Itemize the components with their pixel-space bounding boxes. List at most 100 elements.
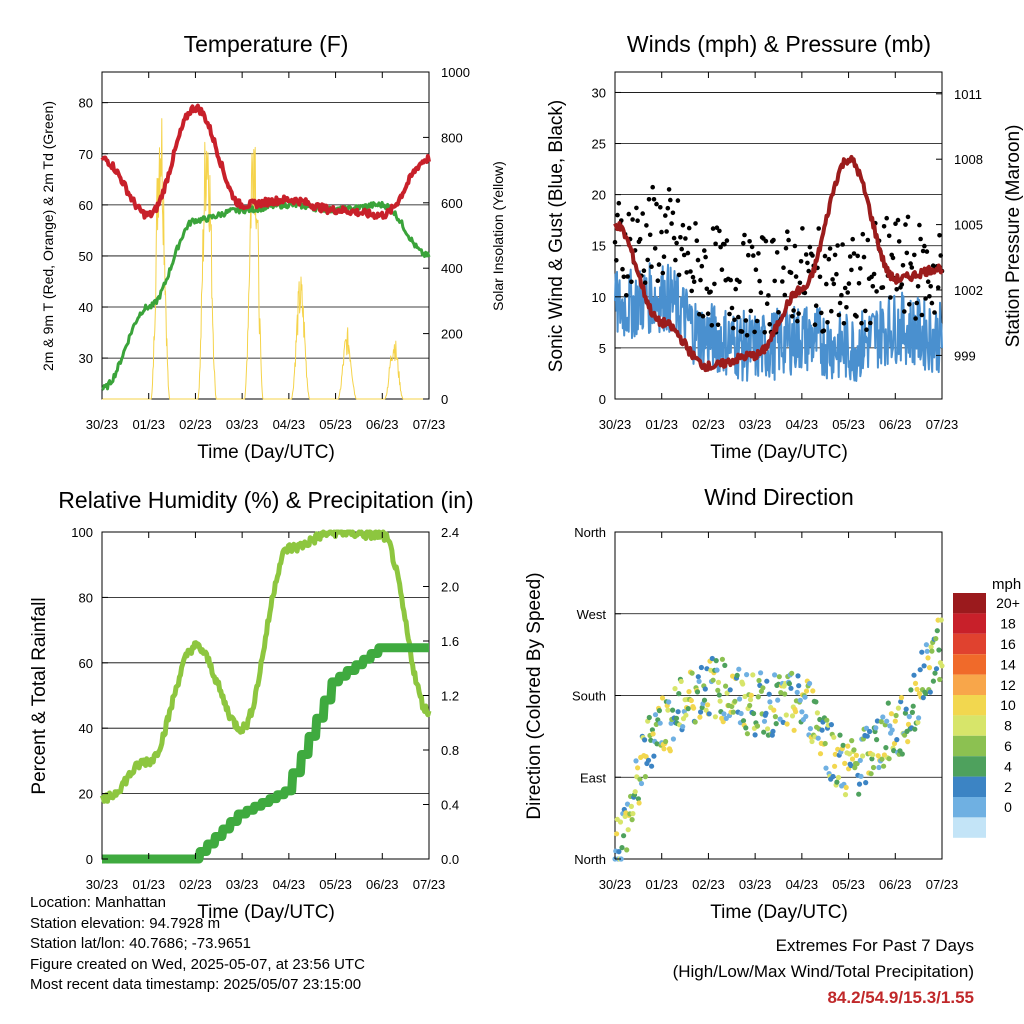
direction-point [793, 709, 799, 715]
gust-point [686, 225, 692, 231]
direction-point [857, 757, 863, 764]
gust-point [749, 244, 755, 250]
direction-point [912, 726, 918, 732]
humidity-gridlines [102, 531, 429, 860]
direction-point [761, 718, 768, 724]
direction-point [889, 727, 895, 733]
temperature-series [100, 103, 431, 400]
direction-point [698, 664, 705, 671]
gust-point [915, 284, 921, 289]
direction-point [895, 705, 902, 711]
gust-point [691, 279, 697, 285]
direction-point [636, 800, 642, 806]
y-tick-label-right: 999 [954, 348, 976, 363]
winds-ylabel-right: Station Pressure (Maroon) [1003, 125, 1024, 348]
direction-point [860, 753, 866, 759]
gust-point [728, 277, 733, 283]
legend-swatch [953, 674, 986, 695]
gust-point [658, 205, 663, 210]
gust-point [766, 293, 771, 298]
direction-point [619, 845, 625, 851]
direction-point [649, 727, 656, 733]
direction-point [809, 738, 815, 745]
legend-label: 6 [1004, 738, 1012, 754]
humidity-ylabel-left: Percent & Total Rainfall [29, 597, 50, 794]
direction-point [755, 694, 761, 700]
gust-point [904, 250, 910, 256]
temperature-right-ticks: 0 200 400 600 800 1000 [423, 65, 470, 407]
direction-point [933, 666, 940, 672]
gust-point [824, 281, 829, 287]
humidity-left-ticks: 0 20 40 60 80 100 [71, 525, 108, 867]
direction-point [923, 642, 930, 648]
direction-point [734, 672, 740, 679]
direction-point [903, 706, 909, 712]
direction-point [832, 763, 838, 769]
direction-point [696, 678, 702, 685]
y-tick-label: North [574, 852, 606, 867]
gust-point [858, 266, 863, 271]
direction-point [777, 716, 783, 722]
direction-point [925, 655, 931, 661]
temperature-line [100, 103, 431, 220]
gust-point [861, 254, 867, 260]
gust-point [874, 289, 879, 294]
direction-point [938, 617, 944, 623]
humidity-plot-frame [101, 531, 430, 860]
direction-point [691, 705, 697, 711]
gust-point [899, 282, 905, 287]
direction-point [867, 728, 873, 735]
x-tick-label: 01/23 [132, 877, 165, 892]
direction-point [704, 666, 710, 672]
x-tick-label: 05/23 [832, 877, 865, 892]
direction-point [842, 792, 849, 798]
gust-point [772, 278, 777, 284]
direction-point [770, 728, 776, 735]
x-tick-label: 06/23 [366, 417, 399, 432]
temperature-ylabel-left: 2m & 9m T (Red, Orange) & 2m Td (Green) [40, 101, 56, 371]
direction-point [851, 747, 857, 753]
direction-point [772, 714, 779, 720]
direction-point [824, 717, 830, 723]
direction-point [879, 756, 885, 762]
gust-point [841, 321, 847, 326]
y-tick-label-right: 800 [441, 130, 463, 145]
x-tick-label: 04/23 [273, 417, 306, 432]
direction-point [705, 702, 711, 708]
direction-point [888, 711, 895, 717]
direction-point [789, 713, 796, 719]
precipitation-line [98, 643, 433, 864]
gust-point [640, 211, 645, 216]
direction-point [625, 827, 631, 833]
gust-point [649, 264, 654, 270]
gust-point [896, 239, 902, 244]
direction-point [736, 666, 742, 672]
direction-point [884, 718, 890, 724]
direction-point [616, 849, 622, 855]
y-tick-label: 40 [79, 300, 93, 315]
gust-point [714, 225, 720, 230]
direction-point [791, 727, 797, 733]
direction-point [937, 676, 943, 683]
gust-point [700, 313, 706, 319]
direction-point [642, 737, 648, 743]
direction-point [905, 739, 911, 745]
gust-point [825, 320, 830, 325]
gust-point [615, 212, 620, 218]
direction-point [747, 697, 754, 703]
gust-point [913, 316, 918, 321]
temperature-plot-frame [101, 71, 430, 400]
direction-point [744, 672, 750, 678]
gust-point [629, 279, 634, 285]
gust-point [860, 231, 866, 237]
direction-point [912, 680, 919, 687]
direction-point [665, 707, 671, 713]
direction-xlabel: Time (Day/UTC) [710, 902, 848, 923]
x-tick-label: 30/23 [86, 877, 119, 892]
direction-point [617, 819, 624, 825]
location-text: Location: Manhattan [30, 894, 166, 911]
x-tick-label: 04/23 [786, 877, 819, 892]
gust-point [645, 257, 650, 263]
gust-point [796, 311, 801, 316]
gust-point [798, 259, 804, 264]
